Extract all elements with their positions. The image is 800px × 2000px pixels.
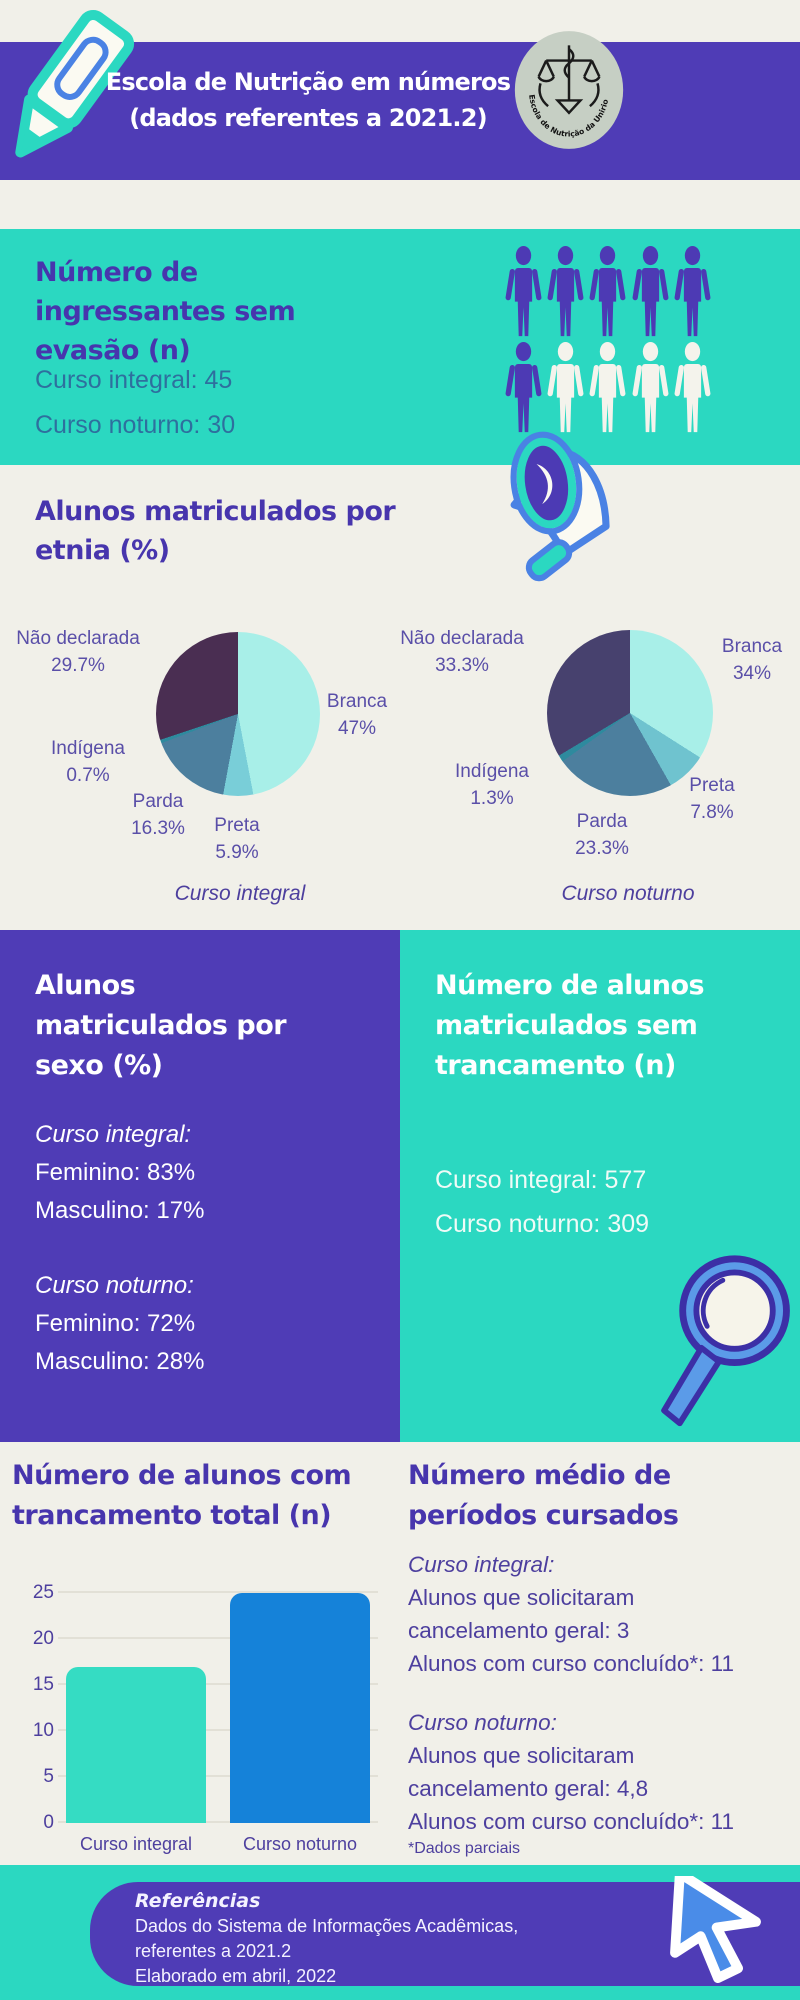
bar-xlabel-integral: Curso integral (79, 1834, 193, 1854)
etnia-title: Alunos matriculados por etnia (%) (35, 492, 396, 570)
trancamento-total-title-line: trancamento total (n) (12, 1500, 332, 1531)
magnifier-icon (661, 1255, 790, 1427)
pie1-label-nao-declarada: Não declarada 29.7% (16, 628, 140, 676)
person-icon (588, 342, 627, 434)
person-icon (546, 246, 585, 338)
trancamento-total-title-line: Número de alunos com (12, 1460, 352, 1491)
sem-trancamento-values: Curso integral: 577 Curso noturno: 309 (435, 1158, 649, 1246)
footer-line: Elaborado em abril, 2022 (135, 1966, 337, 1986)
pie1-label-preta: Preta 5.9% (214, 815, 260, 863)
header-banner (0, 42, 800, 180)
person-icon (546, 342, 585, 434)
sem-trancamento-title-line: trancamento (n) (435, 1050, 676, 1081)
bar-curso-noturno (230, 1593, 370, 1823)
footer-line: referentes a 2021.2 (135, 1941, 292, 1961)
person-icon (631, 246, 670, 338)
cursor-icon (670, 1876, 761, 1983)
periodos-group2-line: Alunos com curso concluído*: 11 (408, 1809, 735, 1834)
periodos-title: Número médio de períodos cursados (408, 1456, 679, 1536)
pie-chart-integral (156, 632, 320, 796)
sexo-group1-heading: Curso integral: (35, 1121, 192, 1148)
etnia-title-line: Alunos matriculados por (35, 496, 396, 527)
sem-trancamento-value-noturno: Curso noturno: 309 (435, 1210, 650, 1238)
etnia-title-line: etnia (%) (35, 535, 170, 566)
footer-title: Referências (135, 1890, 261, 1912)
periodos-values: Curso integral: Alunos que solicitaram c… (408, 1548, 798, 1860)
pie1-caption: Curso integral (174, 882, 306, 905)
pie2-label-preta: Preta 7.8% (689, 775, 735, 823)
periodos-group2-heading: Curso noturno: (408, 1710, 557, 1735)
ingressantes-title-line: Número de (35, 257, 198, 288)
ingressantes-value-integral: Curso integral: 45 (35, 366, 233, 394)
pie1-label-branca: Branca 47% (326, 691, 388, 739)
sexo-title-line: sexo (%) (35, 1050, 163, 1081)
page-title: Escola de Nutrição em números (dados ref… (98, 64, 518, 136)
ingressantes-title-line: evasão (n) (35, 335, 191, 366)
sexo-title: Alunos matriculados por sexo (%) (35, 966, 287, 1086)
sexo-group2-heading: Curso noturno: (35, 1272, 194, 1299)
person-icon (588, 246, 627, 338)
bar-yaxis: 0 5 10 15 20 25 (32, 1582, 54, 1833)
periodos-title-line: períodos cursados (408, 1500, 679, 1531)
sem-trancamento-title: Número de alunos matriculados sem tranca… (435, 966, 705, 1086)
pie2-label-indigena: Indígena 1.3% (455, 761, 529, 809)
sexo-group1-line: Feminino: 83% (35, 1159, 196, 1186)
section-sexo-bg (0, 930, 400, 1442)
sexo-values: Curso integral: Feminino: 83% Masculino:… (35, 1116, 204, 1381)
page-title-line2: (dados referentes a 2021.2) (129, 104, 487, 132)
bar-curso-integral (66, 1666, 206, 1823)
pie2-label-branca: Branca 34% (721, 636, 783, 684)
ingressantes-title: Número de ingressantes sem evasão (n) (35, 253, 296, 370)
sem-trancamento-title-line: Número de alunos (435, 970, 705, 1001)
periodos-group1-heading: Curso integral: (408, 1552, 555, 1577)
pie2-label-parda: Parda 23.3% (575, 811, 629, 859)
sem-trancamento-title-line: matriculados sem (435, 1010, 698, 1041)
ingressantes-values: Curso integral: 45 Curso noturno: 30 (35, 358, 235, 448)
person-icon (673, 342, 712, 434)
pencil-icon (15, 9, 135, 158)
periodos-footnote: *Dados parciais (408, 1840, 521, 1857)
person-icon (631, 342, 670, 434)
person-icon (504, 342, 543, 434)
section-ingressantes-bg (0, 229, 800, 465)
pie2-label-nao-declarada: Não declarada 33.3% (400, 628, 524, 676)
periodos-group2-line: Alunos que solicitaram (408, 1743, 635, 1768)
periodos-group1-line: cancelamento geral: 3 (408, 1618, 630, 1643)
pie2-caption: Curso noturno (561, 882, 695, 905)
sem-trancamento-value-integral: Curso integral: 577 (435, 1166, 647, 1194)
person-icon (504, 246, 543, 338)
pie1-label-indigena: Indígena 0.7% (51, 738, 125, 786)
periodos-title-line: Número médio de (408, 1460, 671, 1491)
pie1-label-parda: Parda 16.3% (131, 791, 185, 839)
sexo-title-line: matriculados por (35, 1010, 287, 1041)
ingressantes-title-line: ingressantes sem (35, 296, 296, 327)
page-title-line1: Escola de Nutrição em números (105, 68, 511, 96)
ingressantes-value-noturno: Curso noturno: 30 (35, 411, 236, 439)
sexo-group1-line: Masculino: 17% (35, 1197, 205, 1224)
people-grid (504, 246, 712, 434)
pie-chart-noturno (547, 630, 713, 796)
school-logo: Escola de Nutrição da Unirio (514, 31, 624, 149)
footer-text: Referências Dados do Sistema de Informaç… (135, 1889, 635, 1989)
sexo-title-line: Alunos (35, 970, 136, 1001)
bar-plot (58, 1591, 378, 1823)
trancamento-total-title: Número de alunos com trancamento total (… (12, 1456, 352, 1536)
megaphone-icon (510, 431, 610, 582)
periodos-group2-line: cancelamento geral: 4,8 (408, 1776, 649, 1801)
sexo-group2-line: Feminino: 72% (35, 1310, 196, 1337)
periodos-group1-line: Alunos com curso concluído*: 11 (408, 1651, 735, 1676)
bar-xlabel-noturno: Curso noturno (242, 1834, 358, 1854)
footer-line: Dados do Sistema de Informações Acadêmic… (135, 1916, 519, 1936)
sexo-group2-line: Masculino: 28% (35, 1348, 205, 1375)
periodos-group1-line: Alunos que solicitaram (408, 1585, 635, 1610)
person-icon (673, 246, 712, 338)
